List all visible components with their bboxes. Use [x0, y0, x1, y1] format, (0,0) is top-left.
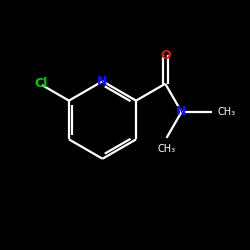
Text: CH₃: CH₃	[218, 107, 236, 117]
Text: N: N	[97, 75, 108, 88]
Text: N: N	[176, 106, 187, 118]
Text: Cl: Cl	[34, 77, 47, 90]
Text: CH₃: CH₃	[158, 144, 176, 154]
Text: O: O	[160, 48, 170, 62]
